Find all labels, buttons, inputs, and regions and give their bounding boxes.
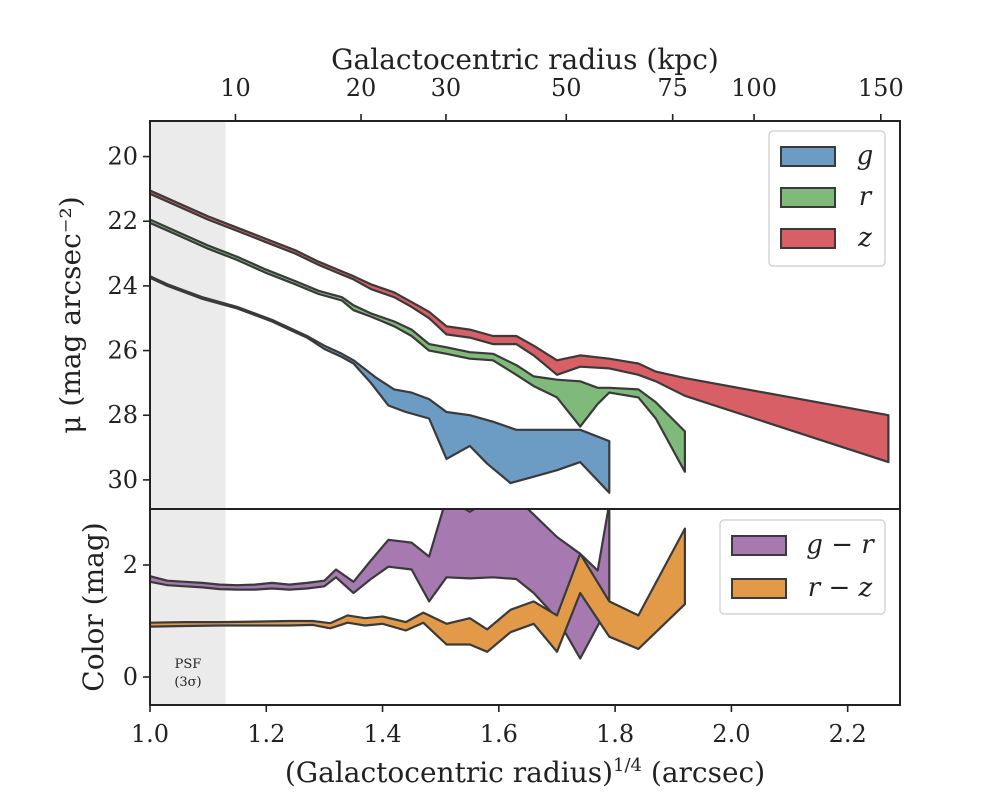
psf-label-line2: (3σ) [174, 675, 201, 690]
bottom-x-tick-label-3: 1.6 [480, 720, 518, 748]
bottom-x-tick-label-1: 1.2 [247, 720, 285, 748]
x-title-exponent: 1/4 [613, 755, 642, 776]
color-band-1 [150, 527, 687, 653]
sb-band-0 [150, 275, 611, 494]
top-x-tick-label-0: 10 [220, 74, 251, 102]
bottom-x-tick-label-6: 2.2 [829, 720, 867, 748]
psf-shade-bottom [150, 509, 226, 705]
psf-shade-top [150, 121, 226, 509]
top-legend: grz [768, 130, 886, 267]
top-x-axis-title: Galactocentric radius (kpc) [331, 43, 719, 76]
bottom-legend-label-0: g − r [806, 530, 875, 560]
sb-band-2 [150, 189, 890, 464]
top-x-tick-label-1: 20 [346, 74, 377, 102]
top-y-tick-label-4: 28 [107, 401, 138, 429]
bottom-legend-label-1: r − z [808, 573, 873, 603]
x-title-unit: (arcsec) [642, 756, 765, 789]
top-x-tick-label-4: 75 [657, 74, 688, 102]
top-x-tick-label-6: 150 [858, 74, 904, 102]
color-panel: 02 1.0 1.2 1.4 1.6 1.8 2.0 2.2 Color (mag) (Ga… [77, 508, 901, 789]
bottom-x-ticks: 1.0 1.2 1.4 1.6 1.8 2.0 2.2 [131, 705, 867, 748]
top-legend-swatch-1 [780, 187, 836, 208]
top-legend-swatch-2 [780, 228, 836, 249]
bottom-y-tick-label-1: 2 [123, 551, 138, 579]
top-y-tick-label-0: 20 [107, 143, 138, 171]
sb-band-1 [150, 218, 687, 473]
bottom-x-tick-label-2: 1.4 [363, 720, 401, 748]
top-y-ticks: 20 22 24 26 28 30 [107, 143, 150, 494]
top-y-axis-title: μ (mag arcsec⁻²) [54, 196, 87, 433]
surface-brightness-bands [150, 189, 890, 494]
top-y-tick-label-5: 30 [107, 466, 138, 494]
bottom-legend-swatch-0 [731, 535, 787, 556]
bottom-x-tick-label-4: 1.8 [596, 720, 634, 748]
bottom-legend-swatch-1 [731, 578, 787, 599]
top-y-tick-label-2: 24 [107, 272, 138, 300]
top-x-tick-label-5: 100 [731, 74, 777, 102]
bottom-legend: g − r r − z [719, 519, 886, 615]
bottom-panel-frame [149, 508, 901, 706]
bottom-x-tick-label-0: 1.0 [131, 720, 169, 748]
bottom-x-tick-label-5: 2.0 [712, 720, 750, 748]
psf-label-line1: PSF [175, 657, 202, 672]
top-legend-label-1: r [859, 182, 873, 212]
top-y-tick-label-1: 22 [107, 207, 138, 235]
surface-brightness-panel: 20 22 24 26 28 30 10 20 30 50 75 100 150 Galactocen… [54, 43, 904, 510]
top-legend-label-2: z [857, 223, 872, 253]
x-title-main: (Galactocentric radius) [285, 756, 613, 789]
top-x-tick-label-3: 50 [551, 74, 582, 102]
top-x-tick-label-2: 30 [431, 74, 462, 102]
bottom-y-axis-title: Color (mag) [77, 522, 110, 691]
top-y-tick-label-3: 26 [107, 337, 138, 365]
top-legend-label-0: g [857, 141, 874, 171]
bottom-x-axis-title: (Galactocentric radius)1/4 (arcsec) [285, 755, 765, 789]
top-legend-swatch-0 [780, 146, 836, 167]
bottom-y-tick-label-0: 0 [123, 663, 138, 691]
bottom-y-ticks: 02 [123, 551, 150, 691]
top-x-ticks: 10 20 30 50 75 100 150 [220, 74, 904, 121]
color-bands [150, 509, 687, 660]
